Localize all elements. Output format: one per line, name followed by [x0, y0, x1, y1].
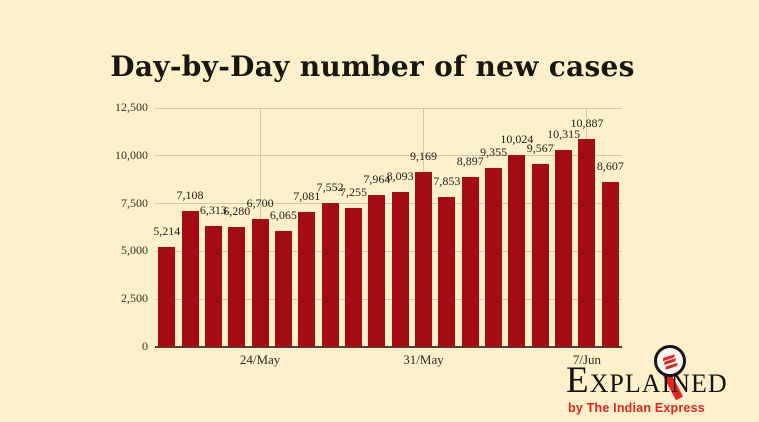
bar	[601, 182, 619, 347]
chart-title: Day-by-Day number of new cases	[110, 50, 635, 83]
bar	[391, 192, 409, 347]
bar	[344, 208, 362, 347]
bar	[158, 247, 176, 347]
bar-value-label: 8,897	[456, 153, 484, 168]
bar-value-label: 6,065	[269, 208, 297, 223]
bar-value-label: 7,853	[433, 173, 461, 188]
y-tick-label: 10,000	[115, 147, 148, 162]
bar-value-label: 10,315	[547, 126, 581, 141]
bar	[461, 176, 479, 347]
x-axis-line	[155, 346, 622, 348]
bar-value-label: 7,108	[176, 188, 204, 203]
y-tick-label: 0	[142, 339, 148, 353]
bar	[555, 149, 573, 347]
x-tick-label: 24/May	[239, 352, 281, 367]
bar	[251, 218, 269, 347]
bar	[204, 226, 222, 347]
explained-logo: Explained by The Indian Express	[560, 340, 759, 422]
gridline-horizontal	[155, 155, 622, 157]
y-tick-label: 12,500	[115, 100, 148, 114]
bar-value-label: 6,280	[223, 203, 251, 218]
y-tick-label: 5,000	[121, 243, 148, 258]
bar-value-label: 9,567	[526, 141, 554, 156]
bar	[321, 202, 339, 347]
x-tick-label: 7/Jun	[572, 352, 602, 367]
bar	[415, 171, 433, 347]
y-tick-label: 2,500	[121, 291, 148, 306]
bar-value-label: 8,093	[386, 169, 414, 184]
bar	[298, 211, 316, 347]
bar-value-label: 6,313	[199, 203, 227, 218]
bar-value-label: 9,169	[410, 148, 438, 163]
bar-value-label: 5,214	[153, 224, 181, 239]
bar-value-label: 10,024	[500, 132, 534, 147]
bar	[578, 138, 596, 347]
bar	[228, 226, 246, 347]
bar-value-label: 7,964	[363, 171, 391, 186]
bar-value-label: 7,552	[316, 179, 344, 194]
bar	[181, 211, 199, 347]
y-tick-label: 7,500	[121, 195, 148, 210]
magnifier-icon	[652, 343, 698, 403]
bar-value-label: 6,700	[246, 195, 274, 210]
bar	[531, 164, 549, 347]
bar	[438, 196, 456, 347]
gridline-horizontal	[155, 298, 622, 300]
bar-value-label: 10,887	[570, 115, 604, 130]
magnifier-lens	[654, 345, 686, 377]
x-tick-label: 31/May	[403, 352, 444, 367]
bar-value-label: 8,607	[596, 159, 624, 174]
gridline-horizontal	[155, 250, 622, 252]
logo-tagline: by The Indian Express	[568, 401, 705, 415]
bar	[274, 231, 292, 347]
bar	[368, 194, 386, 347]
bar-value-label: 7,255	[339, 185, 367, 200]
bar-value-label: 7,081	[293, 188, 321, 203]
bar-chart: 0 2,500 5,000 7,500 10,000 12,500 24/May 31/May…	[115, 100, 624, 367]
bar	[485, 168, 503, 347]
gridline-horizontal	[155, 107, 622, 109]
logo-wordmark: Explained	[566, 360, 728, 401]
bar	[508, 155, 526, 347]
gridline-horizontal	[155, 203, 622, 205]
bar-value-label: 9,355	[480, 145, 508, 160]
